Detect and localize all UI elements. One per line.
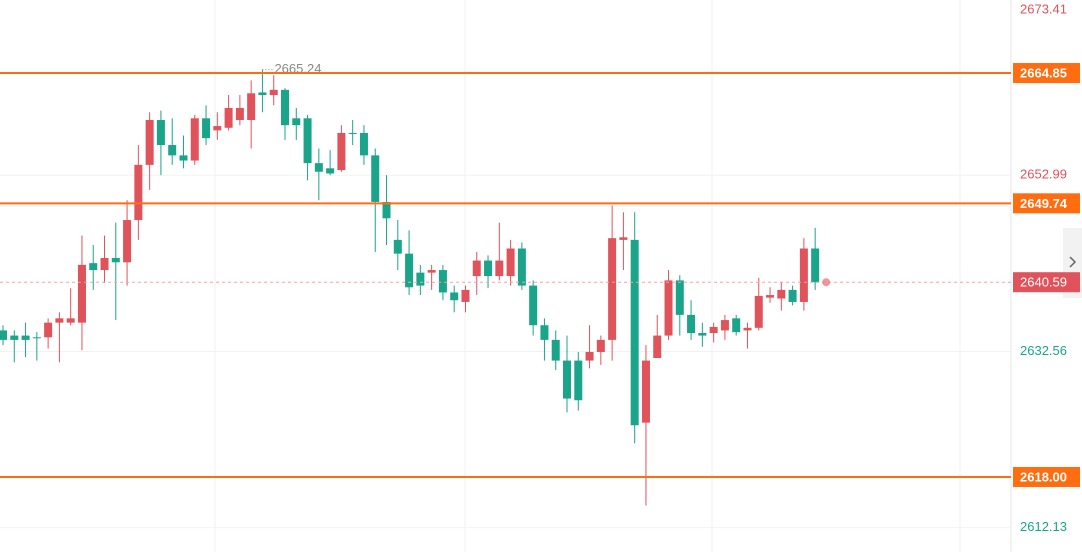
candle-body [687, 314, 696, 333]
candle-body [89, 263, 98, 271]
candle-body [32, 337, 41, 339]
level-label: 2649.74 [1020, 196, 1068, 211]
candle-body [21, 335, 30, 340]
candle-body [484, 260, 493, 277]
level-label: 2664.85 [1020, 65, 1067, 80]
candle-body [134, 164, 143, 221]
candle-body [100, 257, 109, 271]
candle-body [123, 220, 132, 263]
candle-body [405, 253, 414, 288]
candle-body [630, 239, 639, 426]
candle-body [551, 339, 560, 361]
candle-body [529, 285, 538, 326]
candle-body [450, 292, 459, 301]
current-price-label: 2640.59 [1020, 275, 1067, 290]
candle-body [168, 145, 177, 156]
candle-body [811, 248, 820, 283]
candle-body [641, 360, 650, 423]
level-box [1013, 466, 1080, 487]
candle-body [190, 118, 199, 161]
y-tick-label: 2673.41 [1020, 1, 1067, 16]
candle-body [506, 248, 515, 277]
candle-body [416, 272, 425, 286]
vertical-grid [214, 0, 961, 552]
candle-body [619, 237, 628, 240]
candle-body [608, 238, 617, 340]
candle-body [754, 295, 763, 328]
candle-body [709, 326, 718, 333]
candle-body [55, 318, 64, 323]
candle-body [0, 330, 7, 340]
level-label: 2618.00 [1020, 469, 1067, 484]
candle-body [156, 120, 165, 146]
y-tick-label: 2632.56 [1020, 343, 1067, 358]
candle-body [269, 89, 278, 96]
candle-body [145, 120, 154, 165]
y-tick-label: 2612.13 [1020, 519, 1067, 534]
candle-body [337, 132, 346, 171]
candle-body [314, 163, 323, 172]
scroll-arrow[interactable] [1069, 256, 1077, 268]
candle-body [359, 132, 368, 156]
candle-body [292, 118, 301, 126]
candle-body [732, 318, 741, 333]
current-price-box [1013, 272, 1080, 293]
candle-body [766, 295, 775, 298]
candle-body [371, 155, 380, 202]
candle-body [472, 260, 481, 277]
candle-body [574, 360, 583, 401]
candle-body [258, 92, 267, 96]
candle-body [563, 360, 571, 399]
candle-body [10, 335, 19, 340]
candle-body [427, 270, 436, 273]
y-tick-label: 2652.99 [1020, 167, 1067, 182]
candle-body [743, 327, 752, 331]
candle-body [461, 289, 470, 302]
candle-body [281, 89, 289, 126]
candle-body [213, 126, 222, 131]
candle-body [438, 270, 447, 293]
candle-body [517, 248, 526, 286]
candle-body [44, 322, 53, 338]
candle-body [495, 260, 504, 277]
candle-body [235, 107, 244, 121]
candle-body [653, 335, 662, 358]
candle-body [788, 289, 797, 302]
candle-body [348, 132, 357, 134]
candle-body [224, 107, 233, 128]
candle-body [247, 93, 256, 121]
candle-body [720, 320, 729, 331]
candle-body [393, 239, 402, 254]
candle-body [326, 168, 335, 174]
candle-body [66, 318, 75, 323]
candle-body [77, 264, 86, 323]
candle-body [111, 257, 120, 263]
candle-body [698, 332, 707, 336]
current-price-dot [822, 278, 831, 287]
candle-body [664, 280, 673, 336]
candle-body [382, 201, 391, 219]
candle-body [799, 248, 808, 302]
candle-body [303, 118, 312, 164]
candle-body [675, 280, 684, 315]
candle-body [179, 155, 188, 161]
candle-body [585, 351, 594, 361]
level-box [1013, 193, 1080, 214]
candle-body [777, 289, 786, 299]
candle-body [540, 325, 549, 340]
level-box [1013, 63, 1080, 84]
candle-body [202, 118, 211, 139]
candle-body [596, 339, 605, 352]
